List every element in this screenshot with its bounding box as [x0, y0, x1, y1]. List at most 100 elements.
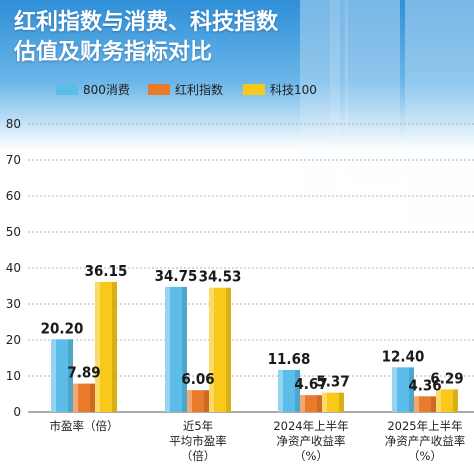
bar-shade	[431, 396, 436, 412]
bar-highlight	[95, 281, 100, 412]
y-tick-label: 60	[6, 189, 21, 203]
bar-highlight	[209, 287, 214, 412]
category-label-line: 2024年上半年	[273, 419, 348, 433]
category-label-line: （%）	[408, 449, 442, 463]
data-label: 12.40	[382, 347, 425, 365]
legend-item: 红利指数	[148, 82, 223, 97]
title-line-2: 估值及财务指标对比	[14, 40, 213, 65]
bar-shade	[453, 389, 458, 412]
category-label-line: （%）	[294, 449, 328, 463]
bar	[278, 369, 300, 412]
data-label: 34.53	[199, 268, 242, 286]
bar-highlight	[278, 369, 283, 412]
y-axis-ticks: 0 10 20 30 40 50 60 70 80	[6, 117, 21, 419]
data-label: 6.29	[430, 369, 463, 387]
y-tick-label: 40	[6, 261, 21, 275]
category-label-line: （倍）	[181, 449, 216, 463]
bar-highlight	[322, 392, 327, 412]
category-label-line: 市盈率（倍）	[50, 419, 119, 433]
data-label: 34.75	[155, 267, 198, 285]
bar-highlight	[73, 383, 78, 412]
legend-label: 科技100	[270, 83, 317, 97]
data-label: 6.06	[181, 370, 214, 388]
bar-body	[392, 367, 414, 412]
value-labels: 20.20 34.75 11.68 12.40 7.89 6.06 4.67 4.36 36.1…	[41, 262, 464, 394]
bar-body	[73, 383, 95, 412]
category-label-line: 2025年上半年	[387, 419, 462, 433]
bar-shade	[182, 286, 187, 412]
bar-shade	[226, 287, 231, 412]
bar-body	[209, 287, 231, 412]
data-label: 4.67	[294, 375, 327, 393]
bar-highlight	[436, 389, 441, 412]
data-label: 4.36	[408, 376, 441, 394]
bar-highlight	[51, 339, 56, 412]
bar-shade	[409, 367, 414, 412]
data-label: 36.15	[85, 262, 128, 280]
bar-shade	[339, 392, 344, 412]
legend-item: 800消费	[56, 83, 130, 97]
y-tick-label: 0	[13, 405, 21, 419]
bar-highlight	[392, 367, 397, 412]
bar-body	[436, 389, 458, 412]
bar-body	[51, 339, 73, 412]
bar	[392, 367, 414, 412]
bar-body	[278, 369, 300, 412]
data-label: 11.68	[268, 350, 311, 368]
bar-shade	[295, 369, 300, 412]
bar	[73, 383, 95, 412]
bar	[209, 287, 231, 412]
bar-highlight	[300, 395, 305, 412]
bar	[165, 286, 187, 412]
y-tick-label: 50	[6, 225, 21, 239]
bar	[95, 281, 117, 412]
y-tick-label: 20	[6, 333, 21, 347]
legend-item: 科技100	[243, 83, 317, 97]
category-label-line: 平均市盈率	[169, 434, 227, 448]
category-label: 市盈率（倍）	[50, 419, 119, 433]
y-tick-label: 10	[6, 369, 21, 383]
bar-body	[95, 281, 117, 412]
y-tick-label: 70	[6, 153, 21, 167]
legend-swatch	[148, 84, 170, 95]
bar	[322, 392, 344, 412]
bar	[300, 395, 322, 412]
bar	[187, 390, 209, 412]
category-label-line: 净资产收益率	[277, 434, 346, 448]
bar-highlight	[165, 286, 170, 412]
bars	[51, 281, 458, 412]
bar-shade	[90, 383, 95, 412]
category-label-line: 近5年	[183, 419, 213, 433]
bar-body	[187, 390, 209, 412]
chart-title: 红利指数与消费、科技指数 估值及财务指标对比	[14, 8, 434, 68]
building-decoration	[300, 0, 474, 280]
legend: 800消费 红利指数 科技100	[56, 82, 317, 97]
category-label-line: 净资产产收益率	[385, 434, 466, 448]
title-line-1: 红利指数与消费、科技指数	[14, 10, 279, 35]
bar-highlight	[414, 396, 419, 412]
legend-label: 红利指数	[175, 82, 223, 97]
y-tick-label: 80	[6, 117, 21, 131]
legend-label: 800消费	[83, 83, 130, 97]
bar-body	[300, 395, 322, 412]
bar	[51, 339, 73, 412]
bar-body	[322, 392, 344, 412]
bar-highlight	[187, 390, 192, 412]
data-label: 20.20	[41, 319, 84, 337]
y-tick-label: 30	[6, 297, 21, 311]
legend-swatch	[243, 84, 265, 95]
legend-swatch	[56, 84, 78, 95]
bar	[436, 389, 458, 412]
bar-shade	[317, 395, 322, 412]
category-label: 2024年上半年净资产收益率（%）	[273, 419, 348, 463]
bar-body	[414, 396, 436, 412]
bar-body	[165, 286, 187, 412]
data-label: 5.37	[316, 373, 349, 391]
data-label: 7.89	[67, 364, 100, 382]
bar-shade	[68, 339, 73, 412]
category-labels: 市盈率（倍） 近5年平均市盈率（倍）2024年上半年净资产收益率（%）2025年上…	[50, 419, 466, 463]
bar-shade	[112, 281, 117, 412]
